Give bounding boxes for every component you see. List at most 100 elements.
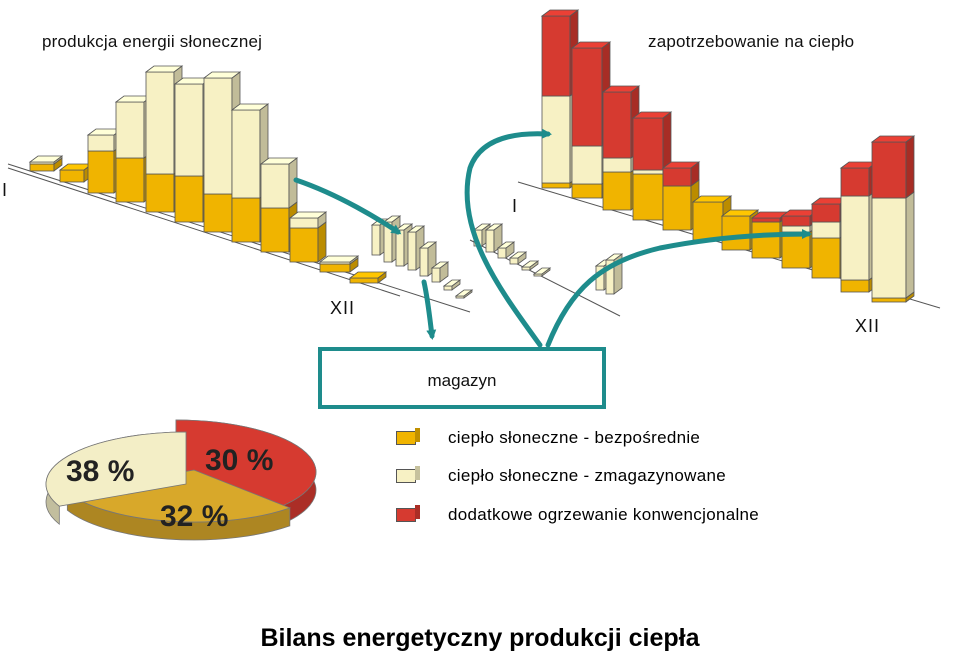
solar-bar-10-side-0 [317, 221, 327, 263]
demand-bar-5-top [661, 161, 701, 169]
legend-swatch-conventional [396, 508, 416, 522]
demand-bar-1-seg-0 [541, 182, 571, 189]
demand-bar-12-seg-0 [871, 297, 907, 303]
demand-bar-7-seg-0 [721, 215, 751, 251]
demand-bar-4-seg-2 [632, 117, 664, 171]
solar-stored-bar-6 [430, 261, 450, 283]
solar-bar-9-seg-1 [260, 163, 290, 209]
solar-stored-bar-7-seg-0 [443, 285, 453, 291]
demand-bar-8-seg-2 [751, 217, 781, 223]
solar-bar-1-seg-0 [29, 163, 55, 172]
caption: Bilans energetyczny produkcji ciepła [260, 624, 700, 652]
solar-production-title: produkcja energii słonecznej [42, 32, 263, 51]
demand-bar-5-seg-0 [662, 185, 692, 231]
solar-bar-10 [288, 211, 328, 263]
demand-stored-bar-8-top [604, 253, 624, 261]
demand-bar-11-seg-1 [840, 195, 870, 281]
heat-demand-title: zapotrzebowanie na ciepło [648, 32, 855, 51]
solar-bar-5-seg-1 [145, 71, 175, 175]
demand-bar-3-seg-0 [602, 171, 632, 211]
demand-stored-bar-2 [484, 223, 504, 253]
solar-stored-bar-2-top [382, 215, 402, 223]
demand-bar-12-side-1 [905, 191, 915, 299]
demand-bar-12-top [870, 135, 916, 143]
flow-arrow-solar-to-storage-top [293, 177, 402, 235]
demand-stored-bar-4-seg-0 [509, 257, 519, 265]
solar-stored-bar-7 [442, 279, 462, 291]
demand-stored-bar-1-top [472, 223, 492, 231]
demand-bar-2-top [570, 41, 612, 49]
demand-bar-12-seg-1 [871, 197, 907, 299]
solar-bar-7-seg-1 [203, 77, 233, 195]
demand-bar-1-seg-2 [541, 15, 571, 97]
demand-stored-bar-3-seg-0 [497, 247, 507, 259]
solar-bar-6-seg-0 [174, 175, 204, 223]
solar-stored-bar-3-seg-0 [395, 229, 405, 267]
pie-chart [45, 419, 317, 541]
solar-bar-8-top [230, 103, 270, 111]
demand-bar-7-top [720, 209, 760, 217]
demand-bar-1-seg-1 [541, 95, 571, 184]
solar-bar-12-top [348, 271, 388, 279]
solar-stored-bar-6-seg-0 [431, 267, 441, 283]
demand-bar-2-seg-2 [571, 47, 603, 147]
demand-stored-bar-4 [508, 251, 528, 265]
demand-stored-bar-2-seg-0 [485, 229, 495, 253]
demand-bar-2-seg-0 [571, 183, 603, 199]
solar-bar-9-side-1 [288, 157, 298, 209]
demand-bar-5-seg-2 [662, 167, 692, 187]
solar-bar-8-seg-1 [231, 109, 261, 199]
heat-demand-chart [469, 9, 941, 317]
pie-label-stored: 32 % [160, 500, 229, 533]
demand-bar-10-seg-1 [811, 221, 841, 239]
demand-bar-4-seg-1 [632, 169, 664, 175]
solar-bar-9-seg-0 [260, 207, 290, 253]
solar-bar-1 [28, 155, 64, 172]
legend-label-conventional: dodatkowe ogrzewanie konwencjonalne [448, 505, 760, 524]
solar-stored-bar-8-top [454, 289, 474, 297]
demand-bar-3-seg-2 [602, 91, 632, 159]
demand-bar-8-seg-0 [751, 221, 781, 259]
solar-bar-11 [318, 255, 360, 273]
left-axis-start-label: I [2, 180, 8, 200]
flow-arrow-solar-to-storage [421, 279, 437, 340]
demand-bar-11 [839, 161, 879, 293]
solar-bar-11-seg-0 [319, 263, 351, 273]
demand-stored-bar-6 [532, 267, 552, 277]
demand-stored-bar-4-top [508, 251, 528, 259]
demand-bar-5 [661, 161, 701, 231]
solar-stored-bar-6-top [430, 261, 450, 269]
solar-stored-bar-4-top [406, 225, 426, 233]
solar-bar-2-seg-0 [59, 169, 85, 183]
solar-bar-2 [58, 163, 94, 183]
demand-stored-bar-3 [496, 241, 516, 259]
solar-stored-bar-1-seg-0 [371, 224, 381, 256]
demand-bar-9-seg-0 [781, 231, 811, 269]
demand-bar-4-top [631, 111, 673, 119]
flow-arrow-storage-to-late-demand [545, 229, 812, 348]
right-axis-start-label: I [512, 196, 518, 216]
demand-stored-bar-5-seg-0 [521, 266, 531, 271]
demand-stored-bar-2-top [484, 223, 504, 231]
pie-slice-1 [175, 419, 317, 511]
demand-stored-bar-3-top [496, 241, 516, 249]
solar-bar-7-top [202, 71, 242, 79]
demand-bar-11-seg-2 [840, 167, 870, 197]
demand-bar-1-top [540, 9, 580, 17]
demand-bar-9-seg-2 [781, 215, 811, 227]
solar-stored-bar-7-top [442, 279, 462, 287]
solar-bar-10-seg-0 [289, 227, 319, 263]
demand-bar-4-side-2 [662, 111, 672, 171]
legend-label-stored: ciepło słoneczne - zmagazynowane [448, 466, 726, 485]
legend-label-direct: ciepło słoneczne - bezpośrednie [448, 428, 701, 447]
solar-stored-bar-8 [454, 289, 474, 299]
solar-bar-10-seg-1 [289, 217, 319, 229]
legend-swatch-stored [396, 469, 416, 483]
solar-bar-4-seg-0 [115, 157, 145, 203]
demand-stored-bar-5 [520, 260, 540, 271]
demand-stored-bar-5-top [520, 260, 540, 268]
left-axis-end-label: XII [330, 298, 356, 318]
pie-label-conventional: 38 % [66, 455, 135, 488]
solar-bar-1-top [28, 155, 64, 163]
solar-production-chart [7, 65, 474, 313]
